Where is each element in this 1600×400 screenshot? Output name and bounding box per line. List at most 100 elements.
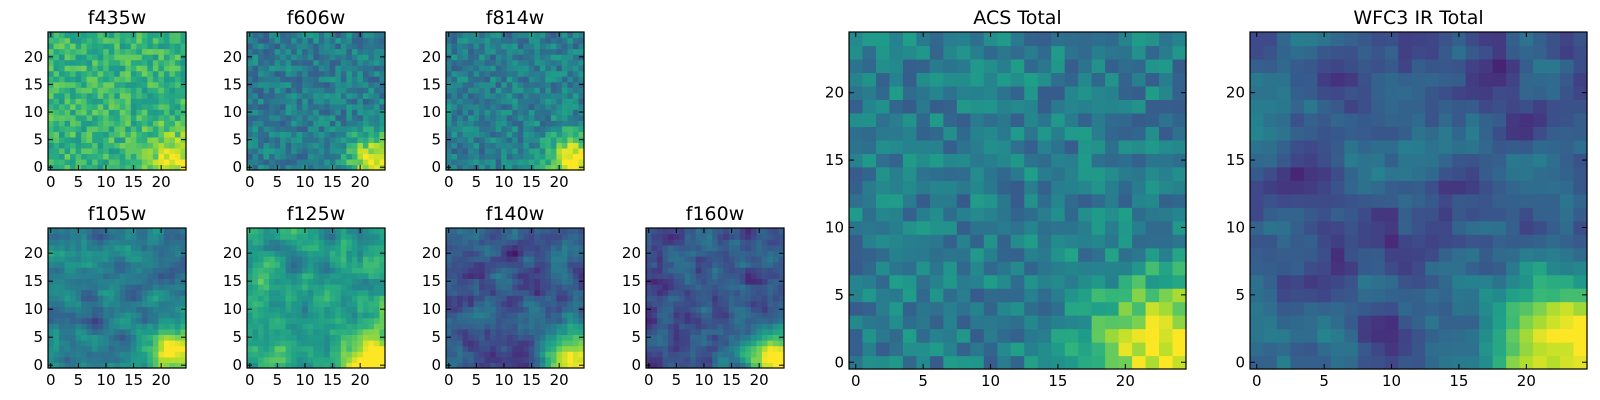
heatmap-cell (451, 228, 458, 235)
heatmap-cell (561, 289, 569, 296)
heatmap-cell (490, 272, 497, 279)
x-tick-label: 0 (444, 173, 454, 191)
heatmap-cell (512, 278, 519, 285)
heatmap-cell (512, 256, 519, 263)
heatmap-cell (180, 351, 187, 358)
heatmap-cell (457, 300, 464, 307)
heatmap-cell (561, 284, 569, 291)
heatmap-cell (53, 328, 60, 335)
heatmap-cell (141, 317, 148, 324)
heatmap-cell (550, 109, 557, 116)
heatmap-cell (545, 142, 552, 149)
heatmap-cell (335, 278, 342, 285)
heatmap-cell (247, 147, 254, 155)
heatmap-cell (567, 328, 574, 335)
heatmap-cell (307, 109, 314, 116)
heatmap-cell (451, 239, 458, 246)
heatmap-cell (329, 98, 336, 105)
heatmap-cell (1118, 234, 1133, 249)
heatmap-cell (274, 48, 281, 55)
heatmap-cell (561, 244, 569, 251)
heatmap-cell (274, 59, 281, 66)
heatmap-cell (943, 261, 958, 276)
heatmap-cell (684, 289, 691, 296)
heatmap-cell (368, 340, 375, 347)
heatmap-cell (561, 87, 569, 94)
heatmap-cell (125, 345, 132, 352)
heatmap-cell (357, 312, 364, 319)
heatmap-cell (285, 147, 292, 155)
heatmap-cell (706, 334, 713, 341)
heatmap-cell (701, 261, 708, 268)
heatmap-cell (373, 250, 381, 257)
heatmap-cell (318, 328, 325, 335)
heatmap-cell (163, 233, 171, 240)
heatmap-cell (534, 312, 541, 319)
heatmap-cell (943, 153, 958, 168)
heatmap-cell (252, 256, 259, 263)
heatmap-cell (108, 233, 115, 240)
heatmap-cell (373, 153, 381, 160)
heatmap-cell (545, 328, 552, 335)
heatmap-cell (523, 120, 530, 127)
heatmap-cell (528, 312, 535, 319)
heatmap-cell (329, 306, 336, 313)
heatmap-cell (723, 334, 730, 341)
heatmap-cell (351, 289, 358, 296)
heatmap-cell (307, 120, 314, 127)
heatmap-cell (119, 136, 126, 143)
heatmap-cell (48, 70, 55, 77)
heatmap-cell (997, 153, 1012, 168)
heatmap-cell (495, 351, 502, 358)
heatmap-cell (706, 272, 713, 279)
heatmap-cell (651, 362, 658, 369)
heatmap-cell (329, 109, 336, 116)
heatmap-cell (1172, 355, 1187, 370)
heatmap-cell (506, 250, 513, 257)
heatmap-cell (761, 284, 769, 291)
heatmap-cell (351, 228, 358, 235)
heatmap-cell (778, 256, 785, 263)
heatmap-cell (130, 142, 137, 149)
heatmap-cell (97, 356, 104, 363)
heatmap-cell (539, 76, 546, 83)
heatmap-cell (70, 43, 77, 50)
heatmap-cell (712, 312, 719, 319)
heatmap-cell (346, 261, 353, 268)
heatmap-cell (114, 81, 121, 88)
heatmap-cell (473, 312, 480, 319)
heatmap-cell (70, 356, 77, 363)
heatmap-cell (572, 256, 580, 263)
heatmap-cell (745, 278, 752, 285)
heatmap-cell (490, 164, 497, 171)
heatmap-cell (889, 301, 904, 316)
heatmap-cell (646, 267, 653, 274)
heatmap-cell (701, 284, 708, 291)
heatmap-cell (318, 244, 325, 251)
heatmap-cell (379, 272, 386, 279)
heatmap-cell (761, 334, 769, 341)
heatmap-cell (296, 114, 303, 121)
heatmap-cell (252, 70, 259, 77)
heatmap-cell (258, 158, 265, 166)
heatmap-cell (556, 59, 563, 66)
heatmap-cell (163, 289, 171, 296)
heatmap-cell (258, 98, 265, 105)
heatmap-cell (373, 125, 381, 132)
heatmap-cell (473, 109, 480, 116)
heatmap-cell (97, 59, 104, 66)
heatmap-cell (169, 256, 176, 263)
heatmap-cell (125, 32, 132, 39)
heatmap-cell (313, 300, 320, 307)
heatmap-cell (174, 164, 182, 171)
heatmap-cell (556, 356, 563, 363)
heatmap-cell (263, 70, 270, 77)
heatmap-cell (490, 306, 497, 313)
heatmap-cell (252, 54, 259, 61)
heatmap-cell (81, 136, 88, 143)
heatmap-cell (59, 164, 66, 171)
heatmap-cell (379, 158, 386, 166)
heatmap-cell (745, 345, 752, 352)
heatmap-cell (673, 300, 680, 307)
heatmap-cell (125, 244, 132, 251)
